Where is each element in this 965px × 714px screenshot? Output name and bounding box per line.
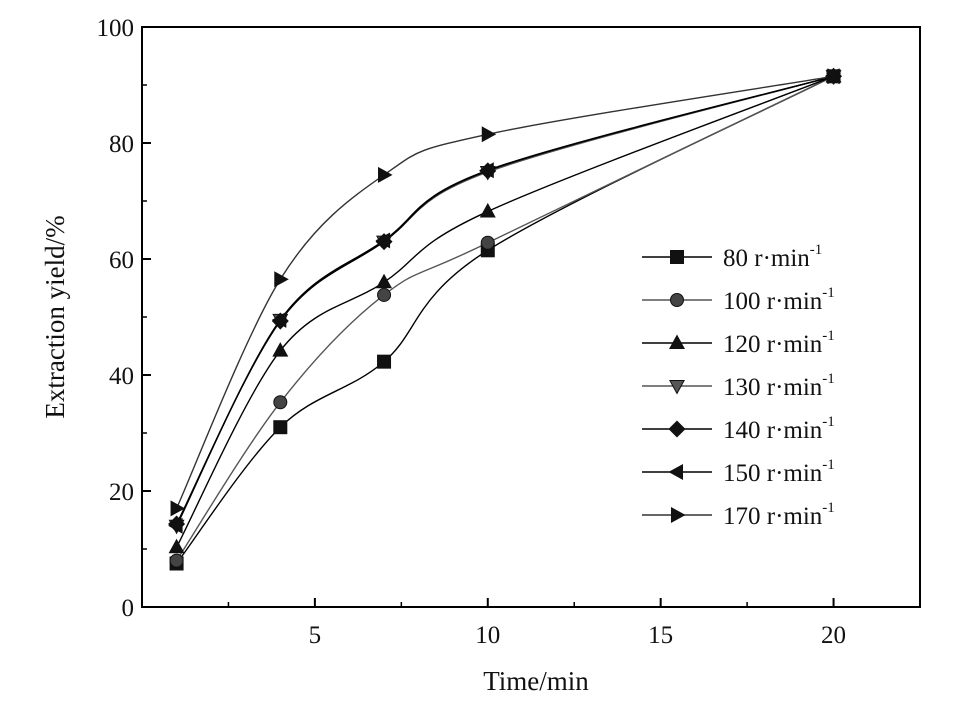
legend-label-exponent: -1 xyxy=(822,371,835,387)
legend-marker xyxy=(669,334,685,350)
legend-marker xyxy=(670,507,686,523)
legend-label: 80 r·min-1 xyxy=(723,242,822,272)
data-point-series-7 xyxy=(378,166,393,183)
x-tick-label: 10 xyxy=(475,622,500,649)
data-point-series-2 xyxy=(377,287,392,302)
legend-label-exponent: -1 xyxy=(822,414,835,430)
data-point-series-6 xyxy=(479,162,494,179)
y-tick-label: 100 xyxy=(97,15,135,42)
legend-label-exponent: -1 xyxy=(822,328,835,344)
legend-marker xyxy=(669,379,685,395)
y-tick-label: 80 xyxy=(109,131,134,158)
x-tick-label: 15 xyxy=(648,622,673,649)
legend-label-exponent: -1 xyxy=(822,285,835,301)
data-markers xyxy=(168,67,843,571)
y-axis-title: Extraction yield/% xyxy=(40,215,70,418)
series-curve-2 xyxy=(175,75,834,561)
legend-label: 150 r·min-1 xyxy=(723,457,835,487)
data-point-series-1 xyxy=(377,354,392,369)
legend-marker xyxy=(670,250,684,264)
y-tick-label: 60 xyxy=(109,247,134,274)
data-point-series-2 xyxy=(480,235,495,250)
legend: 80 r·min-1 100 r·min-1 120 r·min-1 130 r·mi… xyxy=(642,242,835,530)
data-point-series-3 xyxy=(376,273,393,289)
data-point-series-6 xyxy=(168,517,183,534)
data-point-series-2 xyxy=(169,553,184,568)
y-tick-label: 20 xyxy=(109,479,134,506)
legend-marker xyxy=(668,420,686,438)
legend-label-exponent: -1 xyxy=(810,242,823,258)
legend-label: 170 r·min-1 xyxy=(723,500,835,530)
data-point-series-7 xyxy=(481,126,497,143)
legend-label: 100 r·min-1 xyxy=(723,285,835,315)
legend-marker xyxy=(670,293,684,307)
data-point-series-7 xyxy=(170,500,186,517)
y-tick-label: 0 xyxy=(122,595,135,622)
x-axis-title: Time/min xyxy=(483,666,589,696)
legend-label-exponent: -1 xyxy=(822,500,835,516)
legend-label: 120 r·min-1 xyxy=(723,328,835,358)
data-point-series-1 xyxy=(273,420,288,435)
legend-marker xyxy=(668,464,684,480)
x-tick-label: 5 xyxy=(309,622,322,649)
legend-label: 130 r·min-1 xyxy=(723,371,835,401)
y-axis-ticks: 0 20 40 60 80 100 xyxy=(97,15,151,622)
series-curve-3 xyxy=(175,75,834,548)
data-point-series-7 xyxy=(274,271,289,288)
legend-label-exponent: -1 xyxy=(822,457,835,473)
data-point-series-6 xyxy=(271,311,287,328)
x-tick-label: 20 xyxy=(821,622,846,649)
x-axis-ticks: 5 10 15 20 xyxy=(227,598,846,649)
data-point-series-7 xyxy=(827,68,843,85)
data-point-series-6 xyxy=(375,232,391,249)
legend-label: 140 r·min-1 xyxy=(723,414,835,444)
data-point-series-3 xyxy=(479,202,496,218)
data-point-series-2 xyxy=(273,395,288,410)
data-point-series-3 xyxy=(272,342,289,357)
data-point-series-3 xyxy=(168,538,185,554)
y-tick-label: 40 xyxy=(109,363,134,390)
